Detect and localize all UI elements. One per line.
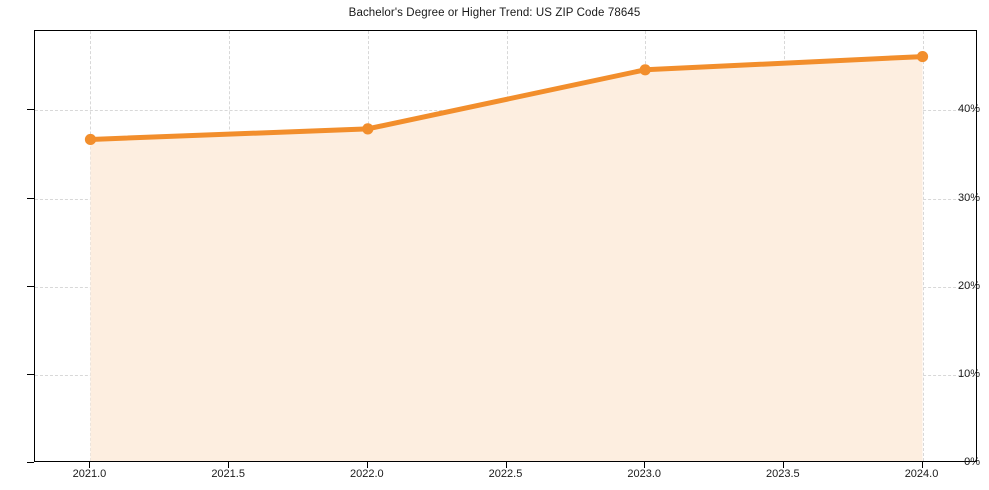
chart-title: Bachelor's Degree or Higher Trend: US ZI… bbox=[348, 7, 641, 19]
x-axis-tick-mark bbox=[644, 462, 646, 468]
x-axis-tick-label: 2022.5 bbox=[488, 468, 523, 480]
data-point-marker bbox=[916, 50, 929, 63]
x-axis-tick-mark bbox=[89, 462, 91, 468]
x-axis-tick-label: 2023.5 bbox=[766, 468, 800, 480]
x-axis-tick-label: 2021.5 bbox=[211, 468, 245, 480]
x-axis-tick-mark bbox=[228, 462, 230, 468]
y-axis-tick-mark bbox=[27, 109, 34, 111]
area-fill bbox=[90, 56, 923, 461]
y-axis-tick-label: 30% bbox=[957, 191, 980, 204]
data-point-marker bbox=[84, 133, 97, 146]
x-axis-tick-label: 2024.0 bbox=[904, 468, 939, 480]
series-group bbox=[84, 50, 929, 461]
y-axis-tick-label: 10% bbox=[957, 367, 980, 380]
x-axis-tick-mark bbox=[505, 462, 507, 468]
y-axis-tick-label: 20% bbox=[957, 279, 980, 292]
x-axis-tick-mark bbox=[366, 462, 368, 468]
x-axis-tick-mark bbox=[921, 462, 923, 468]
y-axis-tick-label: 0% bbox=[964, 456, 980, 468]
x-axis-tick-label: 2023.0 bbox=[627, 468, 661, 480]
y-axis-tick-mark bbox=[27, 285, 34, 287]
y-axis-tick-mark bbox=[27, 373, 34, 375]
x-axis-tick-mark bbox=[782, 462, 784, 468]
x-axis-tick-label: 2022.0 bbox=[349, 468, 384, 480]
y-axis-tick-mark bbox=[27, 462, 34, 463]
y-axis-tick-label: 40% bbox=[957, 103, 980, 116]
data-point-marker bbox=[362, 123, 374, 135]
gridline-vertical bbox=[922, 31, 924, 461]
x-axis-tick-label: 2021.0 bbox=[72, 468, 107, 480]
trend-line bbox=[87, 54, 926, 142]
y-axis-tick-mark bbox=[27, 197, 34, 199]
plot-area bbox=[34, 30, 977, 462]
data-point-marker bbox=[639, 64, 651, 76]
data-point-markers bbox=[84, 50, 929, 146]
